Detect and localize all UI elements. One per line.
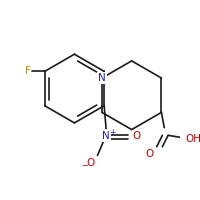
Text: O: O <box>132 131 141 141</box>
Text: O: O <box>87 158 95 168</box>
Text: O: O <box>146 149 154 159</box>
Text: N: N <box>102 131 110 141</box>
Text: N: N <box>98 73 106 83</box>
Text: OH: OH <box>185 134 200 144</box>
Text: F: F <box>25 66 30 76</box>
Text: +: + <box>110 128 116 137</box>
Text: −: − <box>82 161 89 170</box>
